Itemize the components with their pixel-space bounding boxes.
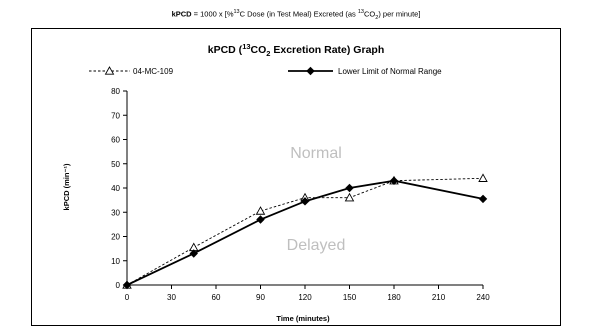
region-label-normal: Normal	[290, 145, 342, 162]
series-layer	[122, 173, 488, 290]
formula-sub-2: 2	[375, 15, 379, 21]
y-tick-label: 50	[111, 160, 120, 169]
formula-mid: C Dose (in Test Meal) Excreted (as	[239, 9, 358, 19]
formula-co: CO	[364, 9, 376, 19]
x-tick-label: 180	[387, 293, 401, 302]
y-axis-label: kPCD (min⁻¹)	[62, 163, 71, 210]
x-tick-label: 210	[432, 293, 446, 302]
formula-end: ) per minute]	[378, 9, 421, 19]
series-2	[122, 176, 488, 290]
x-tick-label: 30	[167, 293, 176, 302]
formula-caption: kPCD = 1000 x [%13C Dose (in Test Meal) …	[0, 9, 592, 21]
x-axis-label: Time (minutes)	[276, 314, 330, 323]
legend: 04-MC-109 Lower Limit of Normal Range	[89, 66, 442, 76]
data-point	[300, 197, 310, 206]
y-tick-label: 70	[111, 111, 120, 120]
chart-svg: kPCD (13CO2 Excretion Rate) Graph kPCD (…	[62, 42, 490, 323]
x-tick-label: 120	[298, 293, 312, 302]
x-tick-label: 0	[125, 293, 130, 302]
formula-sup-13b: 13	[357, 9, 364, 15]
x-tick-label: 240	[476, 293, 490, 302]
chart-frame: kPCD (13CO2 Excretion Rate) Graph kPCD (…	[31, 28, 561, 326]
chart-title: kPCD (13CO2 Excretion Rate) Graph	[208, 42, 384, 58]
y-tick-label: 10	[111, 257, 120, 266]
y-tick-label: 80	[111, 87, 120, 96]
x-tick-label: 90	[256, 293, 265, 302]
y-tick-label: 20	[111, 233, 120, 242]
formula-kpcd: kPCD	[171, 9, 192, 19]
y-tick-label: 0	[116, 281, 121, 290]
data-point	[344, 192, 355, 202]
x-tick-label: 150	[343, 293, 357, 302]
data-point	[345, 183, 354, 193]
x-tick-label: 60	[212, 293, 221, 302]
y-tick-label: 60	[111, 136, 120, 145]
legend-marker	[104, 66, 115, 75]
data-point	[478, 173, 488, 182]
legend-item-1: 04-MC-109	[89, 66, 174, 76]
data-point	[122, 280, 132, 290]
axes: 0 10 20 30 40 50 60 70 80 0 30 60 90 120 150 180 210 240	[111, 87, 490, 302]
data-point	[256, 215, 265, 224]
data-point	[478, 194, 488, 204]
series-1	[122, 173, 488, 289]
data-point	[389, 176, 399, 185]
legend-item-2: Lower Limit of Normal Range	[288, 66, 442, 76]
y-tick-label: 40	[111, 184, 120, 193]
region-label-delayed: Delayed	[287, 237, 346, 254]
data-point	[255, 206, 266, 215]
legend-marker	[306, 66, 315, 76]
y-tick-label: 30	[111, 208, 120, 217]
legend-label: 04-MC-109	[133, 67, 174, 76]
formula-sup-13a: 13	[233, 9, 240, 15]
data-point	[189, 249, 198, 258]
formula-eq: = 1000 x [%	[191, 9, 234, 19]
legend-label: Lower Limit of Normal Range	[338, 67, 442, 76]
